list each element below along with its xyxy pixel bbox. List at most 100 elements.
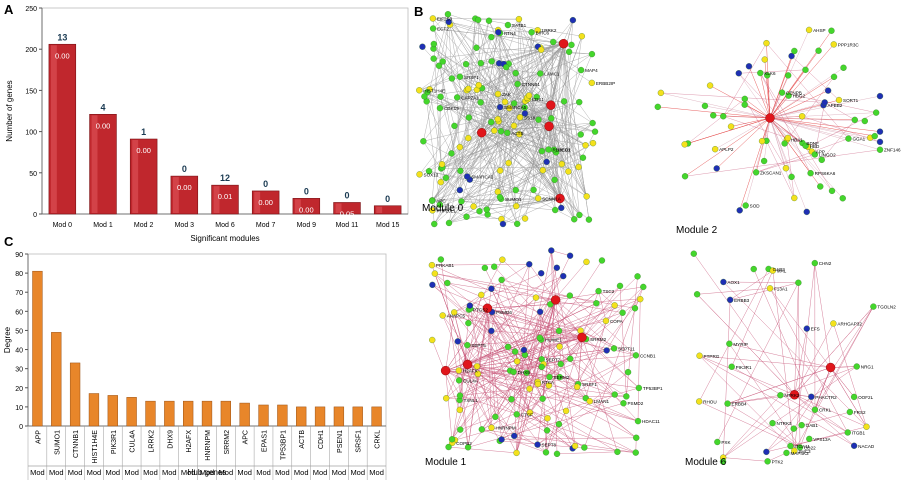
network-edge	[606, 286, 644, 351]
network-edge	[769, 102, 825, 119]
network-edge	[696, 294, 795, 395]
network-edge	[554, 51, 570, 180]
bar-inner-label: 0.00	[55, 51, 70, 60]
network-edge	[699, 355, 855, 447]
network-edge	[535, 297, 623, 313]
mod-label: Mod	[256, 468, 271, 477]
hub-node	[482, 303, 493, 313]
network-edge	[466, 216, 502, 220]
network-edge	[790, 426, 867, 447]
network-node	[537, 70, 544, 77]
network-node	[575, 163, 582, 171]
network-edge	[723, 43, 767, 117]
network-module2: GGA1 SORT1 BDNF ZKSCAN1 ZNF146 HBD HBA1 HBG2 AHS…	[654, 26, 901, 216]
network-edge	[473, 30, 538, 207]
network-node	[542, 449, 550, 456]
network-node	[785, 92, 792, 99]
network-edge	[528, 95, 550, 127]
bar	[352, 406, 363, 427]
gene-label: EFS	[811, 327, 820, 332]
network-node	[516, 114, 524, 121]
network-node	[791, 47, 798, 55]
network-edge	[445, 370, 530, 390]
network-node	[498, 276, 505, 284]
gene-label: MAP4	[585, 68, 598, 73]
network-node	[569, 16, 577, 24]
network-edge	[794, 394, 867, 428]
gene-label: COPB2	[456, 441, 472, 446]
gene-label: HUWE1	[545, 338, 562, 343]
network-node	[508, 396, 515, 403]
network-edge	[550, 304, 590, 402]
network-node	[496, 103, 504, 111]
bar-inner-label: 0.00	[299, 205, 314, 214]
network-node	[504, 129, 511, 137]
network-edge	[431, 104, 552, 201]
network-node	[850, 442, 858, 449]
gene-label: GAB2	[773, 267, 786, 272]
gene-label: CCNB1	[640, 353, 656, 358]
gene-label: MED1	[558, 148, 571, 153]
network-node	[497, 167, 504, 174]
network-node	[798, 113, 806, 120]
network-node	[538, 46, 545, 53]
gene-label: PSMD6	[496, 310, 512, 315]
network-node	[456, 186, 463, 194]
network-node	[620, 400, 627, 407]
mod-label: Mod	[30, 468, 45, 477]
gene-label: NRG1	[861, 365, 874, 370]
network-edge	[467, 364, 639, 422]
network-node	[545, 382, 553, 389]
network-node	[808, 393, 815, 400]
network-node	[504, 21, 512, 29]
network-node	[456, 406, 463, 414]
network-edge	[744, 98, 771, 119]
network-node	[567, 355, 574, 362]
network-node	[513, 411, 520, 418]
network-edge	[723, 366, 857, 458]
network-edge	[830, 367, 855, 398]
bar	[314, 406, 326, 427]
bar	[333, 406, 345, 427]
network-node	[525, 92, 533, 99]
network-edge	[433, 48, 586, 146]
network-edge	[439, 204, 467, 217]
network-edge	[506, 43, 564, 68]
network-edge	[769, 44, 834, 119]
network-edge	[730, 117, 771, 127]
network-node	[457, 426, 464, 433]
network-node	[473, 363, 481, 370]
network-node	[534, 380, 542, 388]
network-edge	[769, 76, 835, 119]
network-node	[454, 94, 461, 101]
network-edge	[456, 97, 461, 171]
network-edge	[555, 299, 615, 349]
gene-label: GGA1	[852, 137, 865, 142]
mod-label: Mod	[49, 468, 64, 477]
network-edge	[794, 306, 874, 451]
network-node	[475, 16, 482, 23]
gene-label: RHOU	[703, 399, 717, 404]
hub-node	[462, 359, 473, 370]
network-edge	[431, 264, 637, 356]
network-node	[485, 17, 493, 24]
network-node	[551, 176, 558, 184]
network-node	[828, 27, 835, 34]
network-node	[603, 347, 610, 354]
network-edge	[786, 139, 795, 199]
y-tick-label: 100	[25, 130, 37, 137]
network-edge	[507, 43, 564, 134]
network-edge	[487, 63, 509, 215]
network-node	[526, 409, 534, 416]
network-node	[430, 40, 437, 48]
bar-top-label: 0	[182, 164, 187, 174]
gene-label: MAP4K3	[790, 451, 809, 456]
network-node	[811, 151, 818, 158]
network-edge	[769, 117, 881, 143]
x-tick-label: APC	[243, 430, 250, 444]
network-node	[445, 18, 452, 26]
network-node	[532, 294, 540, 301]
network-edge	[517, 134, 581, 225]
network-node	[720, 113, 727, 120]
bar-highlight	[91, 115, 98, 213]
